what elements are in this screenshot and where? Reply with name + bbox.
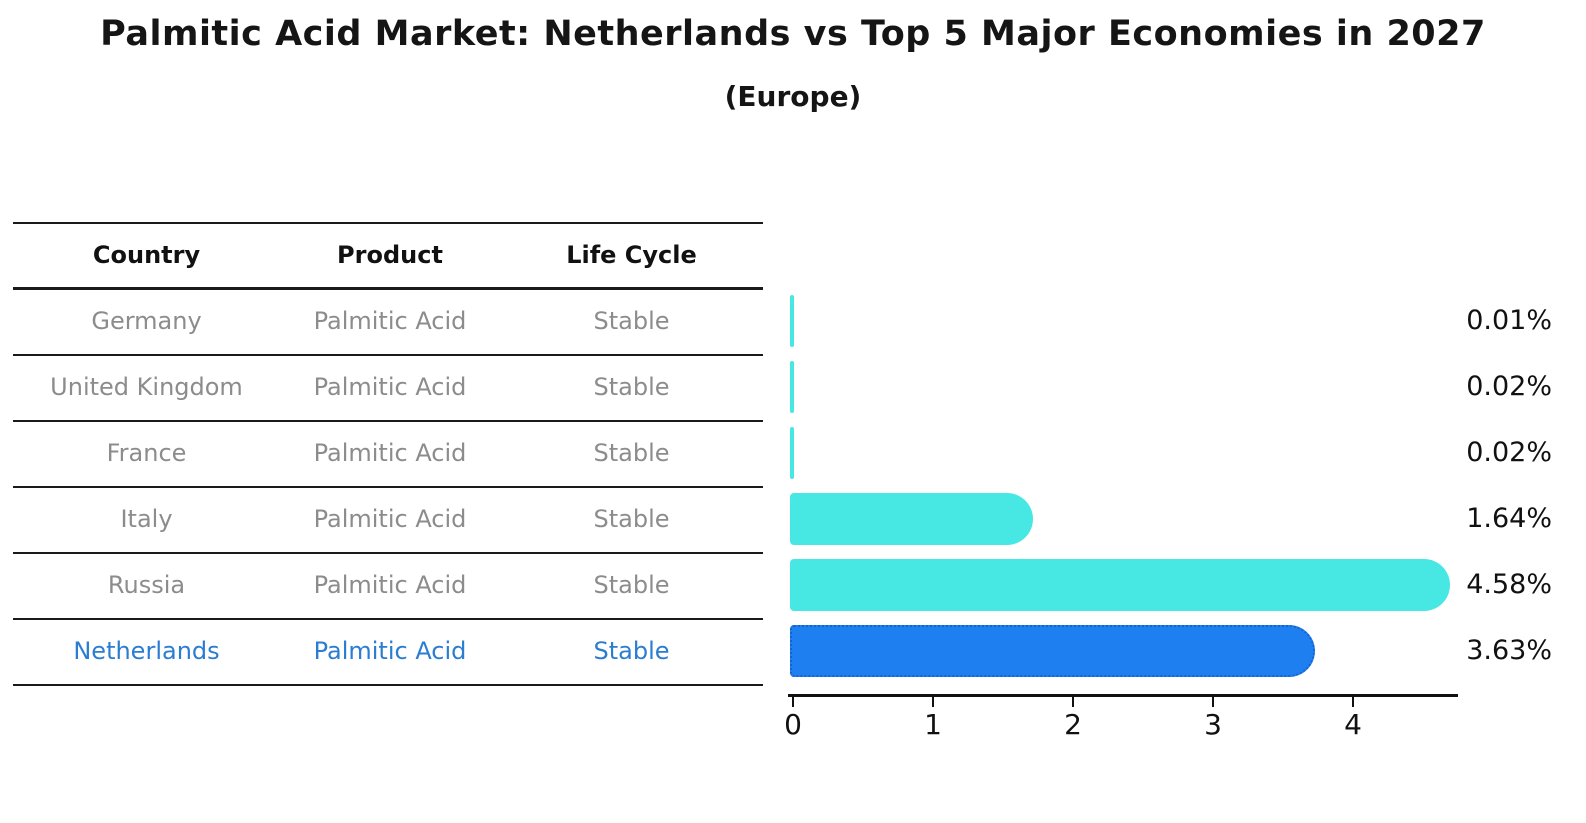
table-bottom-rule <box>13 684 763 686</box>
x-axis-tick-label: 1 <box>924 708 942 741</box>
product-cell: Palmitic Acid <box>313 637 467 665</box>
table-row: United Kingdom Palmitic Acid Stable <box>0 354 770 420</box>
bar-value-label: 4.58% <box>1466 569 1552 600</box>
life-cycle-cell: Stable <box>593 307 670 335</box>
table-top-rule <box>13 222 763 224</box>
x-axis-tick-label: 3 <box>1204 708 1222 741</box>
bar-united-kingdom <box>790 361 794 413</box>
table-header-rule <box>13 287 763 290</box>
life-cycle-cell: Stable <box>593 571 670 599</box>
table-row-rule <box>13 486 763 488</box>
country-cell: United Kingdom <box>50 373 243 401</box>
bar-row-italy: 1.64% <box>0 486 1586 552</box>
country-cell: France <box>106 439 187 467</box>
bar-russia <box>790 559 1451 611</box>
chart-subtitle: (Europe) <box>724 80 862 113</box>
table-row-netherlands-highlight: Netherlands Palmitic Acid Stable <box>0 618 770 684</box>
column-header-product: Product <box>337 241 443 269</box>
x-axis-tick <box>1072 694 1074 707</box>
column-header-life-cycle: Life Cycle <box>566 241 697 269</box>
table-row-rule <box>13 354 763 356</box>
bar-row-russia: 4.58% <box>0 552 1586 618</box>
country-cell: Netherlands <box>73 637 220 665</box>
bar-france <box>790 427 794 479</box>
table-row: Russia Palmitic Acid Stable <box>0 552 770 618</box>
bar-italy <box>790 493 1033 545</box>
bar-row-netherlands: 3.63% <box>0 618 1586 684</box>
life-cycle-cell: Stable <box>593 505 670 533</box>
chart-title: Palmitic Acid Market: Netherlands vs Top… <box>100 14 1486 54</box>
bar-row-france: 0.02% <box>0 420 1586 486</box>
x-axis-tick-label: 0 <box>784 708 802 741</box>
table-row-rule <box>13 552 763 554</box>
bar-value-label: 0.02% <box>1466 371 1552 402</box>
product-cell: Palmitic Acid <box>313 373 467 401</box>
x-axis-tick-label: 2 <box>1064 708 1082 741</box>
country-cell: Germany <box>91 307 202 335</box>
table-row: Germany Palmitic Acid Stable <box>0 288 770 354</box>
table-row-rule <box>13 618 763 620</box>
x-axis-tick <box>1352 694 1354 707</box>
table-row-rule <box>13 420 763 422</box>
bar-row-united-kingdom: 0.02% <box>0 354 1586 420</box>
product-cell: Palmitic Acid <box>313 439 467 467</box>
bar-value-label: 0.02% <box>1466 437 1552 468</box>
life-cycle-cell: Stable <box>593 373 670 401</box>
bar-value-label: 3.63% <box>1466 635 1552 666</box>
table-row: France Palmitic Acid Stable <box>0 420 770 486</box>
bar-value-label: 1.64% <box>1466 503 1552 534</box>
x-axis-tick <box>1212 694 1214 707</box>
x-axis-line <box>788 694 1458 697</box>
life-cycle-cell: Stable <box>593 637 670 665</box>
country-cell: Russia <box>107 571 186 599</box>
product-cell: Palmitic Acid <box>313 571 467 599</box>
x-axis-tick <box>932 694 934 707</box>
x-axis-tick-label: 4 <box>1344 708 1362 741</box>
x-axis-tick <box>792 694 794 707</box>
country-cell: Italy <box>120 505 173 533</box>
bar-value-label: 0.01% <box>1466 305 1552 336</box>
table-header-row: Country Product Life Cycle <box>0 222 770 288</box>
table-row: Italy Palmitic Acid Stable <box>0 486 770 552</box>
bar-germany <box>790 295 794 347</box>
product-cell: Palmitic Acid <box>313 505 467 533</box>
product-cell: Palmitic Acid <box>313 307 467 335</box>
bar-netherlands-highlight <box>790 625 1316 677</box>
bar-row-germany: 0.01% <box>0 288 1586 354</box>
column-header-country: Country <box>92 241 201 269</box>
life-cycle-cell: Stable <box>593 439 670 467</box>
